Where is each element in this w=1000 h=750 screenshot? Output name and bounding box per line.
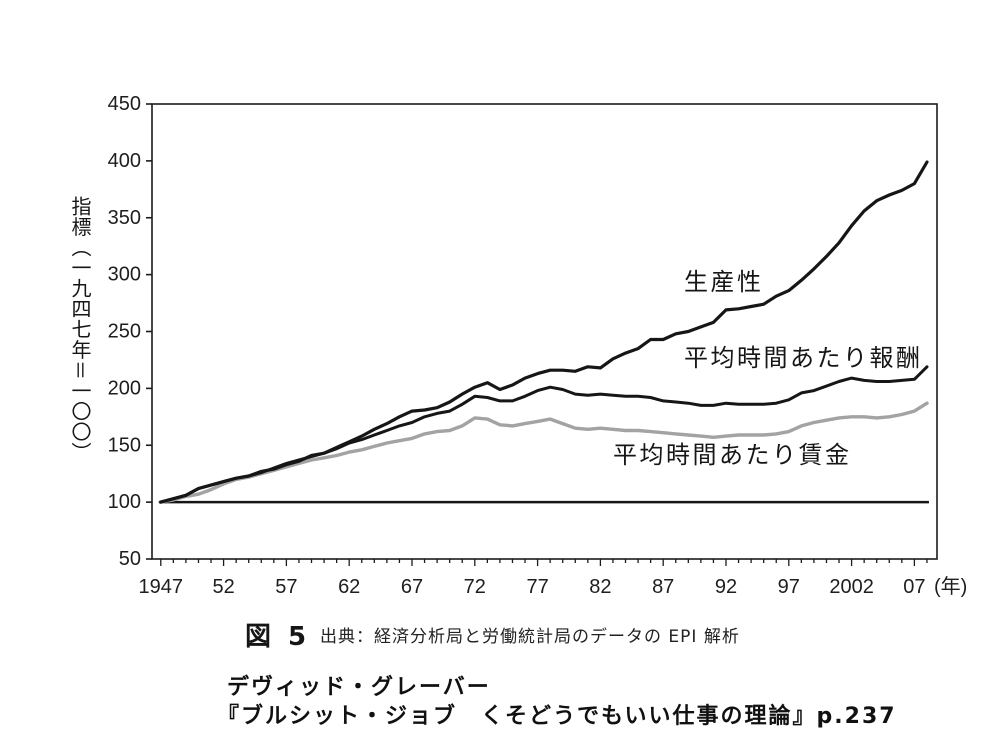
hourly-wage-line — [159, 401, 929, 504]
hourly-compensation-line — [159, 365, 929, 504]
figure-source: 出典：経済分析局と労働統計局のデータの EPI 解析 — [320, 627, 740, 647]
y-tick-label: 300 — [108, 264, 141, 286]
y-tick-label: 50 — [119, 548, 141, 570]
x-tick-label: 52 — [212, 576, 234, 598]
line-chart: 450 400 350 300 250 200 150 100 50 1947 52 57 62 67 72… — [108, 93, 968, 598]
x-tick-label: 62 — [338, 576, 360, 598]
productivity-series-label: 生産性 — [684, 268, 764, 296]
x-tick-label: 87 — [652, 576, 674, 598]
hourly-compensation-series-label: 平均時間あたり報酬 — [684, 344, 923, 372]
citation-book: 『ブルシット・ジョブ くそどうでもいい仕事の理論』p.237 — [217, 704, 897, 729]
x-tick-label: 92 — [715, 576, 737, 598]
y-tick-label: 400 — [108, 150, 141, 172]
x-tick-label: 07 — [903, 576, 925, 598]
plot-frame — [151, 103, 938, 560]
figure-number: 図 5 — [245, 622, 311, 652]
x-axis-unit-label: (年) — [934, 575, 967, 598]
productivity-line — [159, 160, 929, 504]
y-tick-label: 450 — [108, 93, 141, 115]
y-axis-label: 指標（一九四七年＝一〇〇） — [68, 196, 92, 463]
y-tick-label: 150 — [108, 434, 141, 456]
x-tick-label: 67 — [401, 576, 423, 598]
x-tick-label: 1947 — [139, 576, 184, 598]
x-tick-label: 72 — [464, 576, 486, 598]
y-tick-label: 350 — [108, 207, 141, 229]
citation-author: デヴィッド・グレーバー — [227, 675, 491, 700]
y-tick-label: 100 — [108, 491, 141, 513]
hourly-wage-series-label: 平均時間あたり賃金 — [613, 441, 852, 469]
x-tick-label: 57 — [275, 576, 297, 598]
x-tick-label: 97 — [778, 576, 800, 598]
y-tick-label: 200 — [108, 377, 141, 399]
x-tick-label: 82 — [589, 576, 611, 598]
x-tick-label: 2002 — [829, 576, 874, 598]
x-tick-label: 77 — [526, 576, 548, 598]
y-tick-label: 250 — [108, 321, 141, 343]
